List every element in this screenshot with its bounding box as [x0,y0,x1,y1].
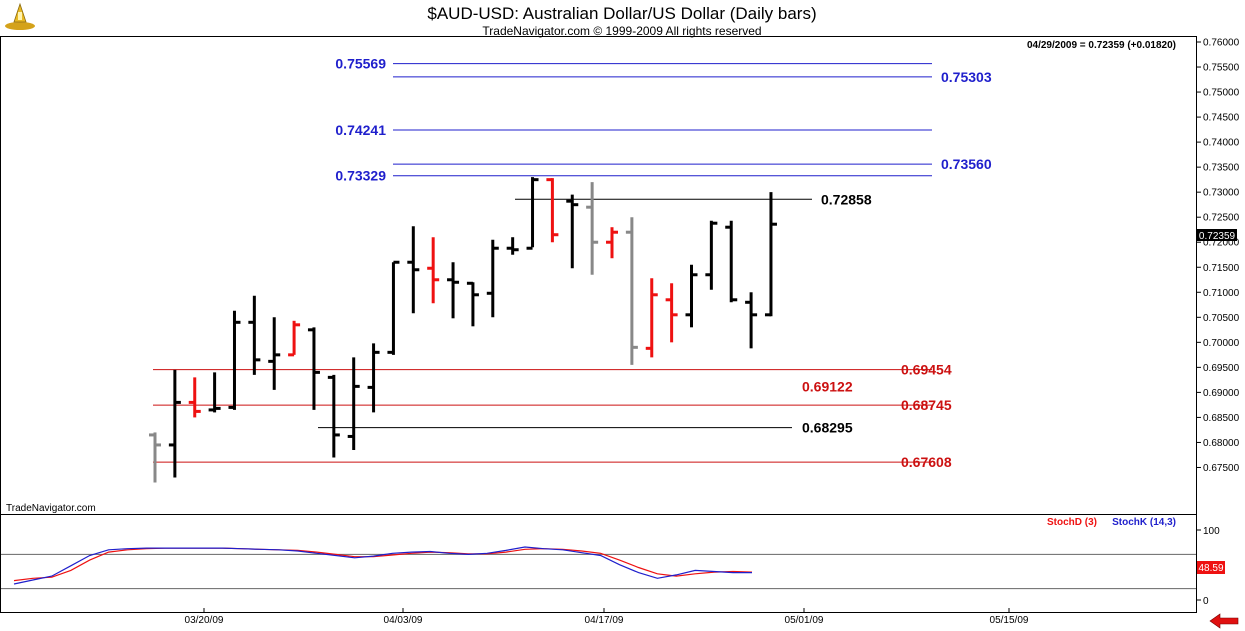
price-tick-label: 0.70500 [1203,313,1240,324]
ohlc-bar [248,295,261,375]
ohlc-bar [347,357,360,450]
ohlc-bar [586,182,599,275]
ohlc-bar [427,237,440,304]
price-panel-frame [0,36,1197,515]
price-tick-label: 0.71500 [1203,263,1240,274]
ohlc-bar [149,432,161,483]
price-axis: 0.76000 0.75500 0.75000 0.74500 0.74000 0.735… [1196,38,1240,474]
ohlc-bar [327,374,340,458]
stoch-panel-frame [0,514,1197,613]
level-label: 0.69454 [901,362,952,378]
price-tick-label: 0.68000 [1203,438,1240,449]
ohlc-bar [367,343,380,413]
ohlc-bar [546,178,559,243]
chart-subtitle: TradeNavigator.com © 1999-2009 All right… [482,24,761,38]
ohlc-bar [665,283,678,343]
ohlc-bar [685,264,698,328]
level-label: 0.75569 [335,56,386,72]
ohlc-bar [725,220,738,303]
price-bars [149,177,777,483]
date-tick-label: 04/03/09 [384,615,423,626]
ohlc-bar [307,327,320,410]
ohlc-bar [705,220,718,290]
level-label: 0.73560 [941,156,992,172]
ohlc-bar [625,217,638,365]
tradenavigator-logo-icon [5,2,35,30]
ohlc-bar [188,377,201,418]
ohlc-bar [526,177,539,250]
ohlc-bar [606,227,619,259]
level-label: 0.73329 [335,168,386,184]
level-label: 0.74241 [335,122,386,138]
price-tick-label: 0.69500 [1203,363,1240,374]
level-label: 0.69122 [802,378,853,394]
price-tick-label: 0.74000 [1203,138,1240,149]
price-tick-label: 0.69000 [1203,388,1240,399]
price-tick-label: 0.71000 [1203,288,1240,299]
ohlc-bar [387,260,400,355]
price-tick-label: 0.67500 [1203,463,1240,474]
price-tick-label: 0.76000 [1203,38,1240,49]
ohlc-bar [268,317,281,390]
last-quote: 04/29/2009 = 0.72359 (+0.01820) [1027,40,1176,51]
watermark: TradeNavigator.com [6,503,96,514]
ohlc-bar [447,262,460,319]
level-label: 0.68295 [802,420,853,436]
level-label: 0.72858 [821,191,872,207]
stochastic-panel: 100 0 [1,526,1220,607]
level-label: 0.68745 [901,397,952,413]
ohlc-bar [228,310,241,410]
ohlc-bar [645,278,658,358]
stoch-k-legend: StochK (14,3) [1112,517,1176,528]
stoch-tick-label: 0 [1203,596,1209,607]
last-price-box [1197,229,1237,241]
level-label: 0.67608 [901,454,952,470]
stoch-last-box [1197,561,1225,574]
stoch-last-label: 48.59 [1198,563,1223,574]
ohlc-bar [407,226,420,314]
chart-title: $AUD-USD: Australian Dollar/US Dollar (D… [427,4,816,23]
date-tick-label: 03/20/09 [185,615,224,626]
last-price-label: 0.72359 [1199,231,1236,242]
ohlc-bar [288,320,301,357]
price-tick-label: 0.73500 [1203,163,1240,174]
stoch-d-line [13,547,753,582]
stoch-d-legend: StochD (3) [1047,517,1097,528]
price-tick-label: 0.74500 [1203,113,1240,124]
ohlc-bar [506,237,519,255]
date-tick-label: 04/17/09 [585,615,624,626]
price-tick-label: 0.70000 [1203,338,1240,349]
stoch-k-line [13,546,752,585]
ohlc-bar [745,292,758,349]
ohlc-bar [466,281,479,327]
ohlc-bar [764,192,777,317]
date-tick-label: 05/15/09 [990,615,1029,626]
stoch-tick-label: 100 [1203,526,1220,537]
ohlc-bar [208,372,221,413]
ohlc-bar [566,194,579,269]
price-tick-label: 0.72500 [1203,213,1240,224]
price-tick-label: 0.75000 [1203,88,1240,99]
ohlc-bar [168,369,181,478]
date-tick-label: 05/01/09 [785,615,824,626]
date-axis: 03/20/09 04/03/09 04/17/09 05/01/09 05/15/09 [185,608,1029,626]
price-tick-label: 0.73000 [1203,188,1240,199]
level-label: 0.75303 [941,69,992,85]
ohlc-bar [486,239,499,318]
price-tick-label: 0.68500 [1203,413,1240,424]
price-tick-label: 0.72000 [1203,238,1240,249]
fib-levels: 0.75569 0.75303 0.74241 0.73560 0.73329 0.728… [153,56,992,470]
scroll-right-arrow-icon[interactable] [1205,612,1241,630]
price-tick-label: 0.75500 [1203,63,1240,74]
